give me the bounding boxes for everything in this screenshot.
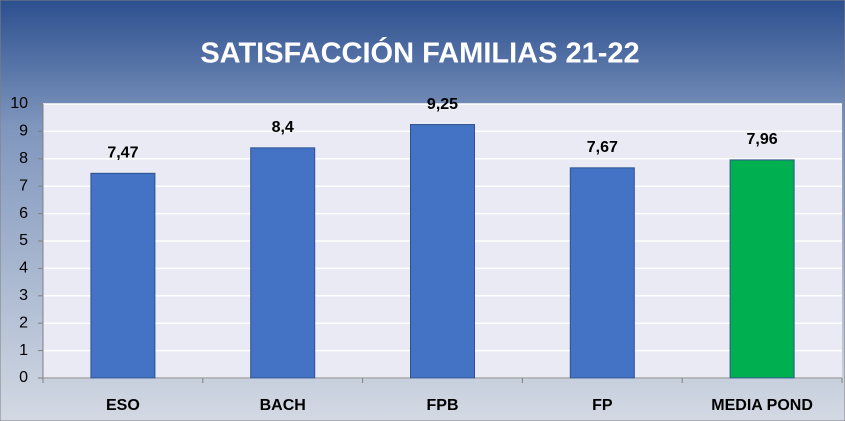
y-tick-label: 8 xyxy=(19,150,28,167)
bar xyxy=(569,167,635,379)
y-tick-label: 5 xyxy=(19,232,28,249)
x-tick-label: FP xyxy=(592,397,613,414)
value-label: 7,47 xyxy=(107,145,138,162)
value-label: 7,96 xyxy=(747,131,778,148)
y-tick-label: 10 xyxy=(10,95,28,112)
value-label: 9,25 xyxy=(427,96,458,113)
value-label: 7,67 xyxy=(587,139,618,156)
y-tick-label: 6 xyxy=(19,205,28,222)
chart-title: SATISFACCIÓN FAMILIAS 21-22 xyxy=(200,36,639,70)
y-tick-label: 9 xyxy=(19,123,28,140)
y-tick-label: 1 xyxy=(19,342,28,359)
y-tick-label: 2 xyxy=(19,314,28,331)
bar xyxy=(250,147,316,379)
bar xyxy=(90,172,156,379)
y-tick-label: 0 xyxy=(19,369,28,386)
y-tick-label: 4 xyxy=(19,260,28,277)
bar xyxy=(410,124,475,379)
x-tick-label: BACH xyxy=(260,397,306,414)
x-tick-label: FPB xyxy=(427,397,459,414)
y-tick-label: 3 xyxy=(19,287,28,304)
value-label: 8,4 xyxy=(272,119,294,136)
x-tick-label: ESO xyxy=(106,397,140,414)
y-tick-label: 7 xyxy=(19,177,28,194)
bar xyxy=(729,159,795,379)
x-tick-label: MEDIA POND xyxy=(711,397,813,414)
